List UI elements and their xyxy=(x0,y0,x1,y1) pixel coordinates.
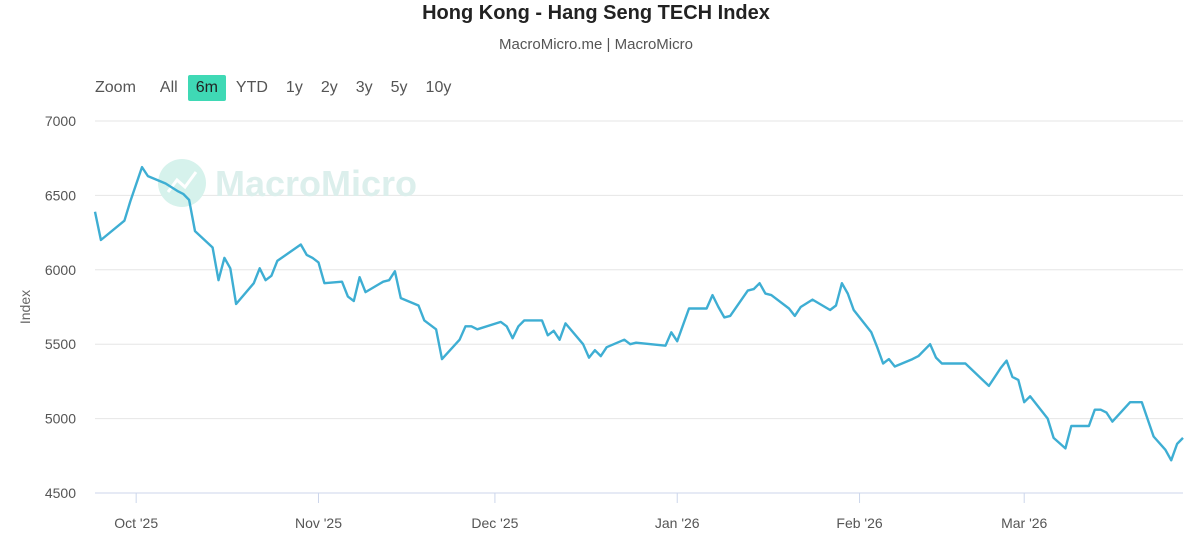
watermark-text: MacroMicro xyxy=(215,163,417,204)
zoom-10y-button[interactable]: 10y xyxy=(425,79,452,96)
x-tick-label: Feb '26 xyxy=(836,515,882,531)
zoom-6m-button[interactable]: 6m xyxy=(187,75,226,101)
zoom-3y-button[interactable]: 3y xyxy=(355,79,373,96)
zoom-label: Zoom xyxy=(95,79,136,96)
zoom-all-button[interactable]: All xyxy=(159,79,178,96)
y-tick-label: 5000 xyxy=(45,411,76,427)
series-line xyxy=(93,165,1184,462)
zoom-2y-button[interactable]: 2y xyxy=(320,79,338,96)
zoom-1y-button[interactable]: 1y xyxy=(285,79,303,96)
x-tick-label: Oct '25 xyxy=(114,515,158,531)
chart-title: Hong Kong - Hang Seng TECH Index xyxy=(422,2,770,24)
y-tick-label: 5500 xyxy=(45,336,76,352)
zoom-bar: Zoom All 6m YTD 1y 2y 3y 5y 10y xyxy=(95,74,461,102)
x-tick-label: Mar '26 xyxy=(1001,515,1047,531)
x-tick-label: Jan '26 xyxy=(655,515,700,531)
watermark-chart-icon xyxy=(166,171,198,193)
chart-subtitle: MacroMicro.me | MacroMicro xyxy=(499,36,693,53)
watermark: MacroMicro xyxy=(158,159,417,207)
y-tick-label: 7000 xyxy=(45,113,76,129)
y-axis-ticks: 4500 5000 5500 6000 6500 7000 xyxy=(45,113,76,501)
zoom-ytd-button[interactable]: YTD xyxy=(235,79,268,96)
zoom-5y-button[interactable]: 5y xyxy=(390,79,408,96)
x-tick-label: Dec '25 xyxy=(471,515,518,531)
x-axis-ticks: Oct '25 Nov '25 Dec '25 Jan '26 Feb '26 Mar '… xyxy=(95,492,1183,531)
y-tick-label: 6500 xyxy=(45,187,76,203)
y-axis-label: Index xyxy=(17,290,33,324)
y-tick-label: 4500 xyxy=(45,485,76,501)
x-tick-label: Nov '25 xyxy=(295,515,342,531)
y-tick-label: 6000 xyxy=(45,262,76,278)
